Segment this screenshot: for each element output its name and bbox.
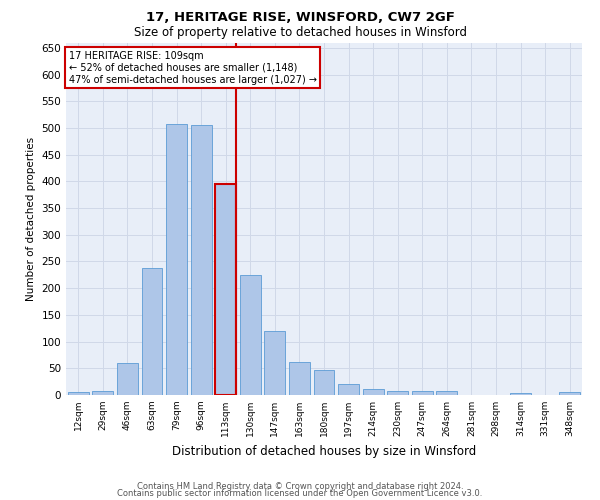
Text: Contains public sector information licensed under the Open Government Licence v3: Contains public sector information licen… [118,490,482,498]
Bar [510,394,531,395]
Bar [412,390,433,395]
Bar [338,384,359,395]
Text: 17 HERITAGE RISE: 109sqm
← 52% of detached houses are smaller (1,148)
47% of sem: 17 HERITAGE RISE: 109sqm ← 52% of detach… [68,52,317,84]
Bar [240,275,261,395]
Bar [314,370,334,395]
Text: 17, HERITAGE RISE, WINSFORD, CW7 2GF: 17, HERITAGE RISE, WINSFORD, CW7 2GF [146,11,454,24]
Bar [559,392,580,395]
Bar [68,392,89,395]
Y-axis label: Number of detached properties: Number of detached properties [26,136,36,301]
Text: Size of property relative to detached houses in Winsford: Size of property relative to detached ho… [133,26,467,39]
Bar [92,390,113,395]
Bar [362,388,383,395]
Bar [166,124,187,395]
Bar [387,390,408,395]
Bar [265,331,286,395]
Text: Contains HM Land Registry data © Crown copyright and database right 2024.: Contains HM Land Registry data © Crown c… [137,482,463,491]
Bar [117,363,138,395]
X-axis label: Distribution of detached houses by size in Winsford: Distribution of detached houses by size … [172,444,476,458]
Bar [142,268,163,395]
Bar [289,362,310,395]
Bar [191,126,212,395]
Bar [215,184,236,395]
Bar [436,392,457,395]
